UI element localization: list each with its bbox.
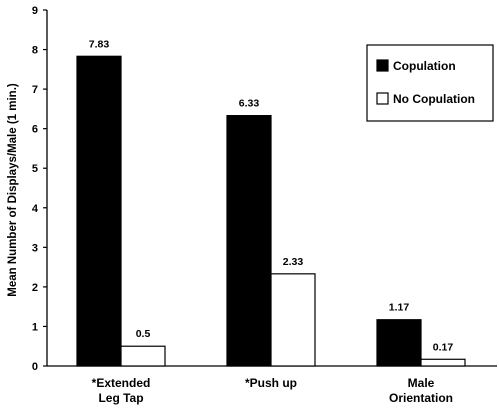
bar-copulation (376, 319, 422, 367)
y-tick-label: 0 (32, 361, 38, 373)
category-label: Orientation (389, 391, 453, 405)
y-tick-label: 8 (32, 45, 38, 57)
y-axis-title-group: Mean Number of Displays/Male (1 min.) (7, 83, 19, 297)
legend-box (366, 44, 494, 122)
bar-copulation (226, 115, 272, 367)
y-tick-label: 3 (32, 242, 38, 254)
bar-no-copulation (420, 358, 466, 367)
y-tick-label: 2 (32, 282, 38, 294)
bars (76, 55, 466, 367)
legend-label: Copulation (393, 59, 456, 73)
category-label: *Extended (92, 376, 151, 390)
data-label: 2.33 (283, 256, 304, 268)
data-label: 0.17 (433, 341, 454, 353)
bar-copulation (76, 55, 122, 367)
y-ticks: 0 1 2 3 4 5 6 7 8 9 (32, 5, 47, 373)
category-label: Leg Tap (98, 391, 143, 405)
data-label: 1.17 (389, 302, 410, 314)
category-label: Male (408, 376, 435, 390)
y-tick-label: 7 (32, 84, 38, 96)
data-label: 0.5 (136, 328, 151, 340)
data-label: 6.33 (239, 98, 260, 110)
legend-swatch (376, 92, 389, 105)
y-tick-label: 5 (32, 163, 38, 175)
bar-no-copulation (120, 345, 166, 367)
y-tick-label: 1 (32, 321, 38, 333)
bar-no-copulation (270, 273, 316, 367)
y-tick-label: 6 (32, 124, 38, 136)
legend-label: No Copulation (393, 92, 475, 106)
y-tick-label: 9 (32, 5, 38, 17)
y-tick-label: 4 (32, 203, 39, 215)
legend: Copulation No Copulation (366, 44, 494, 122)
legend-swatch (376, 59, 389, 72)
category-label: *Push up (245, 376, 297, 390)
y-axis-title: Mean Number of Displays/Male (1 min.) (7, 83, 19, 297)
data-labels: 7.83 6.33 1.17 0.5 2.33 0.17 (89, 38, 454, 353)
data-label: 7.83 (89, 38, 110, 50)
